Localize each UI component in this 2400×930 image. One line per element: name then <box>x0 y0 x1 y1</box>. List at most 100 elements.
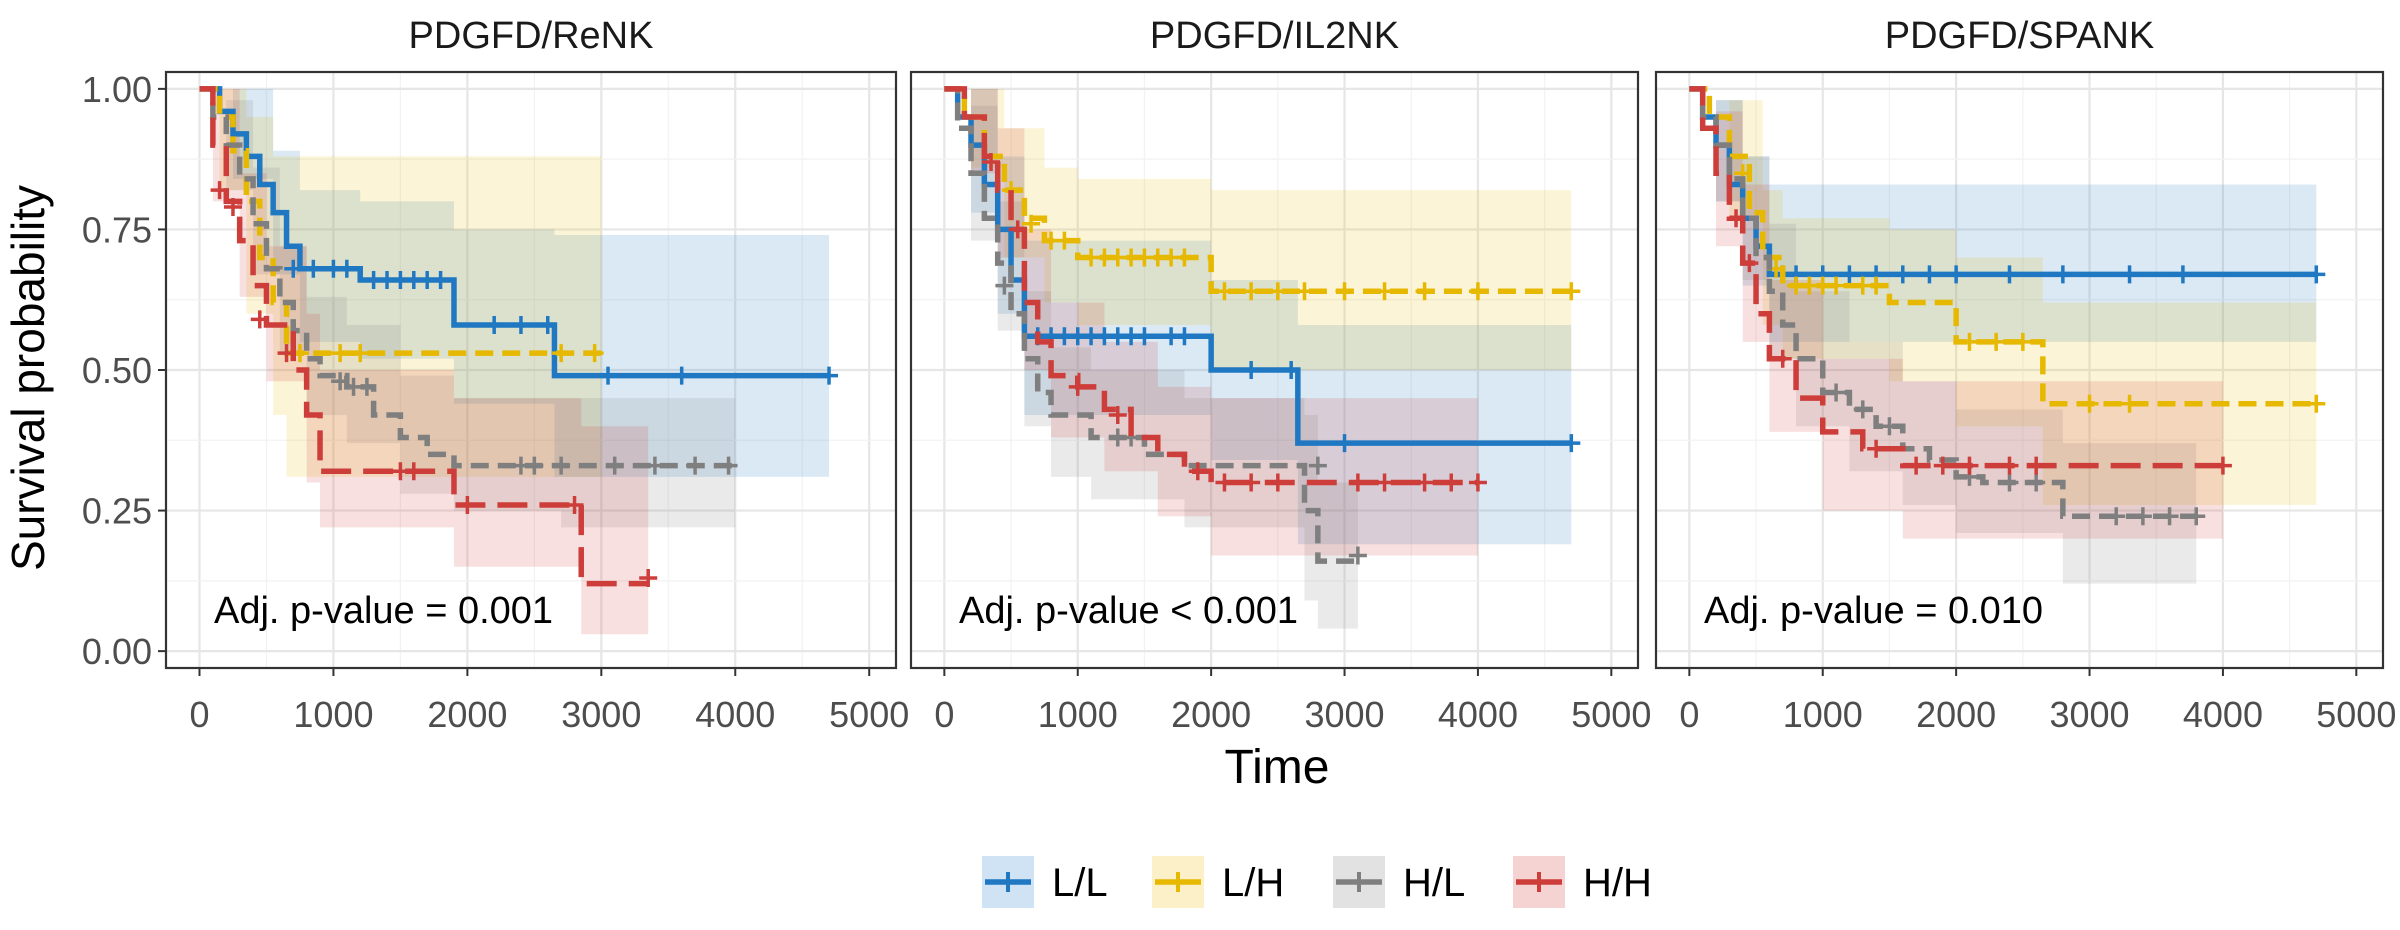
censor-mark-h-l <box>2107 507 2126 526</box>
censor-mark-h-l <box>605 456 624 475</box>
censor-mark-h-h <box>1773 349 1792 368</box>
censor-mark-l-h <box>1375 282 1394 301</box>
censor-mark-l-l <box>485 316 504 335</box>
ci-band-l-l <box>1689 88 2317 348</box>
censor-mark-h-l <box>1308 456 1327 475</box>
censor-mark-l-h <box>1268 282 1287 301</box>
censor-mark-h-h <box>2213 456 2232 475</box>
censor-mark-l-l <box>599 366 618 385</box>
censor-mark-h-h <box>1960 456 1979 475</box>
censor-mark-l-l <box>538 316 557 335</box>
survival-curve-h-l <box>199 86 736 469</box>
censor-mark-l-h <box>585 344 604 363</box>
censor-mark-l-l <box>2120 265 2139 284</box>
censor-mark-h-l <box>719 456 738 475</box>
survival-curve-l-h <box>1689 86 2317 407</box>
censor-mark-h-l <box>686 456 705 475</box>
censor-mark-l-h <box>1055 231 1074 250</box>
censor-mark-h-h <box>250 310 269 329</box>
censor-mark-l-l <box>1242 361 1261 379</box>
censor-mark-h-h <box>404 462 423 481</box>
legend-label: H/L <box>1403 861 1465 905</box>
x-tick-label: 4000 <box>2183 694 2263 735</box>
censor-mark-h-l <box>2160 507 2179 526</box>
panel-border <box>909 70 1640 670</box>
censor-mark-h-h <box>1933 456 1952 475</box>
x-tick-label: 3000 <box>1304 694 1384 735</box>
censor-mark-h-h <box>1068 377 1087 396</box>
censor-mark-l-h <box>2307 394 2326 413</box>
censor-mark-l-h <box>1242 282 1261 301</box>
censor-mark-h-l <box>552 456 571 475</box>
censor-mark-l-l <box>431 271 450 290</box>
censor-mark-l-l <box>304 259 323 278</box>
censor-mark-l-l <box>1893 265 1912 284</box>
censor-mark-l-l <box>1335 434 1354 453</box>
censor-mark-h-h <box>1108 405 1127 424</box>
censor-mark-h-l <box>1880 417 1899 436</box>
panel-border <box>1654 70 2385 670</box>
ci-band-h-l <box>944 88 1358 629</box>
survival-curve-h-h <box>199 86 649 587</box>
censor-mark-l-l <box>2000 265 2019 284</box>
censor-mark-h-l <box>1827 383 1846 402</box>
censor-mark-h-h <box>1215 473 1234 492</box>
censor-mark-l-l <box>1947 265 1966 284</box>
censor-mark-h-h <box>639 569 658 588</box>
censor-mark-h-h <box>1468 473 1487 492</box>
censor-mark-h-h <box>1415 473 1434 492</box>
censor-mark-h-l <box>1853 400 1872 419</box>
y-tick-label: 0.75 <box>82 209 152 250</box>
censor-mark-h-h <box>2027 456 2046 475</box>
censor-mark-l-l <box>1840 265 1859 284</box>
ci-band-h-l <box>199 88 736 528</box>
censor-mark-h-l <box>331 372 350 391</box>
censor-mark-h-h <box>1375 473 1394 492</box>
legend-item-l-l: L/L <box>982 856 1108 908</box>
x-tick-label: 2000 <box>427 694 507 735</box>
censor-mark-h-h <box>277 344 296 363</box>
x-tick-label: 2000 <box>1916 694 1996 735</box>
censor-mark-l-h <box>1175 248 1194 267</box>
legend-key-cross <box>1529 872 1549 892</box>
y-tick-label: 1.00 <box>82 69 152 110</box>
censor-mark-h-l <box>1348 546 1367 565</box>
censor-mark-l-h <box>2013 332 2032 351</box>
censor-mark-h-h <box>1348 473 1367 492</box>
censor-mark-h-l <box>357 377 376 396</box>
censor-mark-h-l <box>2187 507 2206 526</box>
censor-mark-h-h <box>210 181 229 200</box>
censor-mark-l-l <box>820 366 839 385</box>
legend-label: L/H <box>1222 861 1284 905</box>
ci-band-l-l <box>199 88 830 477</box>
panel-pdgfd-renk: PDGFD/ReNK Adj. p-value = 0.001 0 1000 2000 3… <box>82 15 909 735</box>
censor-mark-l-h <box>2120 394 2139 413</box>
x-tick-label: 5000 <box>1571 694 1651 735</box>
censor-mark-h-h <box>2000 456 2019 475</box>
censor-mark-h-l <box>2027 473 2046 492</box>
y-tick-label: 0.25 <box>82 491 152 532</box>
censor-mark-h-h <box>1727 209 1746 228</box>
censor-mark-l-h <box>552 344 571 363</box>
ci-band-l-l <box>944 88 1572 545</box>
censor-mark-l-l <box>2173 265 2192 284</box>
censor-mark-l-h <box>2080 394 2099 413</box>
panel-title: PDGFD/IL2NK <box>1150 15 1399 57</box>
censor-mark-l-h <box>1562 282 1581 301</box>
censor-mark-h-h <box>223 197 242 216</box>
y-tick-label: 0.50 <box>82 350 152 391</box>
x-tick-label: 1000 <box>293 694 373 735</box>
censor-mark-h-l <box>2133 507 2152 526</box>
censor-mark-h-h <box>1442 473 1461 492</box>
censor-mark-h-h <box>1008 220 1027 239</box>
ci-band-h-l <box>1689 88 2197 584</box>
censor-mark-l-h <box>1987 332 2006 351</box>
x-tick-label: 1000 <box>1038 694 1118 735</box>
x-tick-label: 2000 <box>1171 694 1251 735</box>
censor-mark-h-h <box>1907 456 1926 475</box>
censor-mark-l-l <box>1562 434 1581 453</box>
censor-mark-l-l <box>284 259 303 278</box>
legend-label: H/H <box>1583 861 1652 905</box>
censor-mark-l-h <box>331 344 350 363</box>
survival-curve-h-l <box>944 86 1358 564</box>
